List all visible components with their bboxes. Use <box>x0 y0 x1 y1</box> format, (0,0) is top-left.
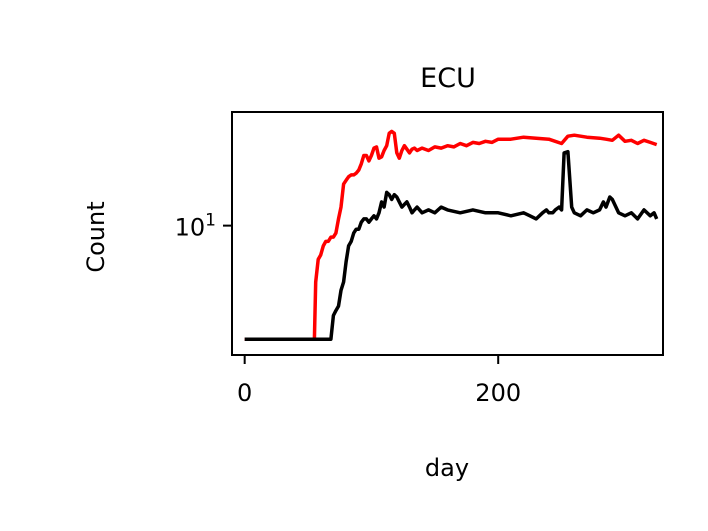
plot-frame <box>231 111 664 356</box>
x-tick-label: 0 <box>237 379 252 407</box>
series-layer <box>244 129 659 341</box>
series-line-2 <box>244 149 659 341</box>
y-tick-label: 101 <box>175 211 216 242</box>
x-axis-label: day <box>425 454 469 482</box>
x-axis-ticks: 0 200 <box>237 355 521 407</box>
x-tick-label: 200 <box>475 379 521 407</box>
y-axis-ticks: 101 <box>175 211 232 242</box>
series-line-1 <box>244 129 658 341</box>
y-axis-label: Count <box>82 201 110 272</box>
chart-title: ECU <box>420 63 476 94</box>
